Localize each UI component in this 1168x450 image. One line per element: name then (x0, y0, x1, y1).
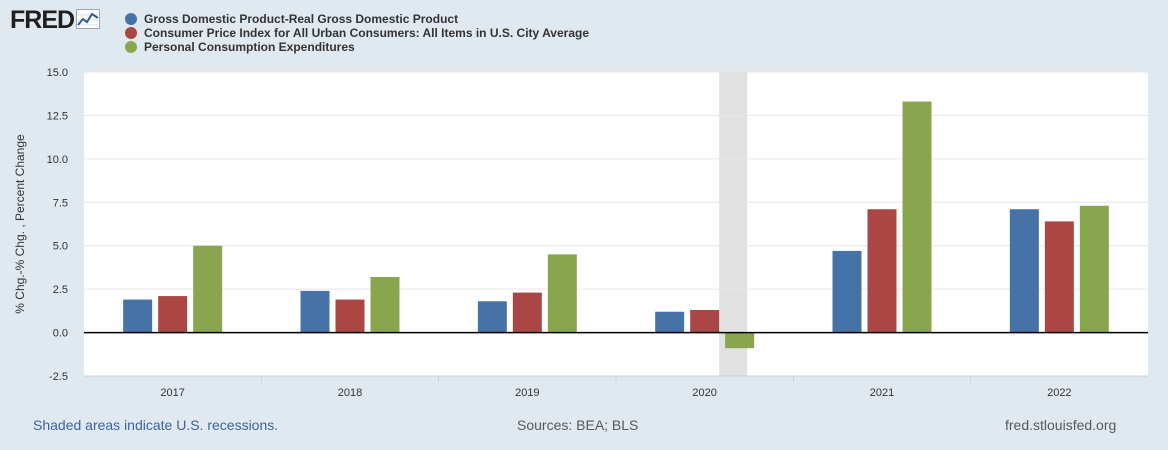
fred-logo[interactable]: FRED (10, 6, 101, 34)
legend-dot-pce (125, 41, 137, 53)
bar-cpi-2021[interactable] (867, 209, 897, 333)
fred-logo-text: FRED (10, 6, 75, 34)
bar-gdp-2021[interactable] (832, 250, 862, 333)
bar-cpi-2018[interactable] (335, 299, 365, 333)
bar-cpi-2022[interactable] (1044, 221, 1074, 333)
legend-label-pce: Personal Consumption Expenditures (144, 40, 355, 54)
bar-pce-2021[interactable] (902, 101, 932, 333)
legend-dot-gdp (125, 13, 137, 25)
bar-pce-2019[interactable] (547, 254, 577, 333)
y-axis-label: % Chg.-% Chg. , Percent Change (13, 134, 27, 314)
bar-cpi-2017[interactable] (158, 296, 188, 333)
y-tick-label: 5.0 (53, 241, 68, 253)
y-tick-label: 0.0 (53, 328, 68, 340)
site-url[interactable]: fred.stlouisfed.org (1005, 417, 1117, 433)
y-tick-label: -2.5 (49, 371, 68, 383)
legend-label-cpi: Consumer Price Index for All Urban Consu… (144, 26, 589, 40)
x-tick-label: 2019 (515, 387, 539, 399)
bar-cpi-2019[interactable] (512, 292, 542, 333)
y-tick-label: 2.5 (53, 284, 68, 296)
bar-pce-2018[interactable] (370, 276, 400, 333)
legend-item-pce[interactable]: Personal Consumption Expenditures (125, 40, 589, 54)
bar-gdp-2022[interactable] (1009, 209, 1039, 333)
bar-gdp-2019[interactable] (477, 301, 507, 333)
recession-note-link[interactable]: Shaded areas indicate U.S. recessions. (33, 417, 279, 433)
legend-dot-cpi (125, 27, 137, 39)
legend-item-gdp[interactable]: Gross Domestic Product-Real Gross Domest… (125, 12, 589, 26)
sources-text: Sources: BEA; BLS (517, 417, 639, 433)
x-tick-label: 2017 (160, 387, 184, 399)
chart-legend: Gross Domestic Product-Real Gross Domest… (125, 12, 589, 54)
y-tick-label: 7.5 (53, 197, 68, 209)
bar-chart: -2.5 0.0 2.5 5.0 7.5 10.0 12.5 15.0 2017 2018 201… (13, 67, 1148, 399)
x-tick-label: 2020 (692, 387, 716, 399)
bar-pce-2020[interactable] (725, 332, 755, 349)
recession-shading (719, 72, 748, 376)
line-chart-icon (76, 8, 101, 34)
bar-pce-2017[interactable] (193, 245, 223, 333)
bar-gdp-2018[interactable] (300, 290, 330, 333)
y-tick-label: 12.5 (47, 110, 68, 122)
x-tick-label: 2022 (1047, 387, 1071, 399)
legend-item-cpi[interactable]: Consumer Price Index for All Urban Consu… (125, 26, 589, 40)
bar-cpi-2020[interactable] (690, 309, 720, 333)
bar-pce-2022[interactable] (1079, 205, 1109, 333)
bar-gdp-2017[interactable] (123, 299, 153, 333)
x-tick-label: 2018 (338, 387, 362, 399)
bar-gdp-2020[interactable] (655, 311, 685, 333)
y-tick-label: 15.0 (47, 67, 68, 79)
chart-header: FRED Gross Domestic Product-Real Gross D… (0, 0, 1168, 62)
y-tick-label: 10.0 (47, 154, 68, 166)
x-tick-label: 2021 (870, 387, 894, 399)
plot-area (84, 72, 1148, 376)
legend-label-gdp: Gross Domestic Product-Real Gross Domest… (144, 12, 459, 26)
